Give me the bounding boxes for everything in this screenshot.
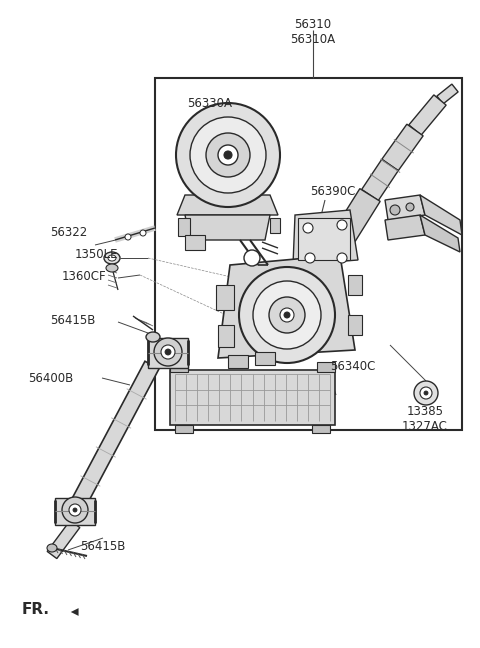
Polygon shape: [322, 230, 354, 265]
Ellipse shape: [108, 255, 116, 261]
Polygon shape: [420, 195, 462, 235]
Ellipse shape: [165, 349, 171, 355]
Polygon shape: [382, 124, 423, 171]
Polygon shape: [47, 520, 80, 559]
Bar: [348, 315, 362, 335]
Text: 13385
1327AC: 13385 1327AC: [402, 405, 448, 433]
Polygon shape: [55, 498, 95, 525]
Bar: [155, 78, 462, 430]
Text: 1360CF: 1360CF: [62, 270, 107, 284]
Polygon shape: [148, 338, 188, 368]
Text: 56330A: 56330A: [187, 97, 232, 110]
Bar: [170, 370, 335, 425]
Ellipse shape: [62, 497, 88, 523]
Bar: [348, 275, 362, 295]
Ellipse shape: [190, 117, 266, 193]
Ellipse shape: [73, 508, 77, 512]
Polygon shape: [335, 189, 380, 241]
Ellipse shape: [161, 345, 175, 359]
Ellipse shape: [146, 332, 160, 342]
Text: 56400B: 56400B: [28, 371, 73, 384]
Ellipse shape: [140, 230, 146, 236]
Ellipse shape: [154, 338, 182, 366]
Polygon shape: [228, 355, 248, 368]
Polygon shape: [385, 195, 425, 220]
Polygon shape: [185, 235, 205, 250]
Ellipse shape: [337, 220, 347, 230]
Ellipse shape: [125, 234, 131, 240]
Bar: [216, 285, 234, 310]
Bar: [298, 218, 350, 260]
Ellipse shape: [424, 391, 428, 395]
Polygon shape: [255, 352, 275, 365]
Polygon shape: [361, 159, 398, 200]
Bar: [178, 218, 190, 236]
Ellipse shape: [47, 544, 57, 552]
Bar: [270, 218, 280, 233]
Text: 56415B: 56415B: [50, 314, 96, 327]
Ellipse shape: [284, 312, 290, 318]
Polygon shape: [420, 215, 460, 252]
Ellipse shape: [206, 133, 250, 177]
Ellipse shape: [69, 504, 81, 516]
Polygon shape: [177, 195, 278, 215]
Ellipse shape: [253, 281, 321, 349]
Ellipse shape: [305, 253, 315, 263]
Text: FR.: FR.: [22, 603, 50, 618]
Ellipse shape: [218, 145, 238, 165]
Bar: [170, 362, 188, 372]
Ellipse shape: [104, 252, 120, 264]
Polygon shape: [185, 215, 270, 240]
Ellipse shape: [176, 103, 280, 207]
Polygon shape: [409, 95, 446, 135]
Text: 56340C: 56340C: [330, 360, 375, 373]
Ellipse shape: [420, 387, 432, 399]
Text: 56390C: 56390C: [310, 185, 355, 198]
Ellipse shape: [106, 264, 118, 272]
Polygon shape: [437, 84, 458, 104]
Ellipse shape: [280, 308, 294, 322]
Text: 56415B: 56415B: [80, 540, 126, 553]
Ellipse shape: [337, 253, 347, 263]
Ellipse shape: [239, 267, 335, 363]
Bar: [317, 362, 335, 372]
Ellipse shape: [224, 151, 232, 159]
Ellipse shape: [406, 203, 414, 211]
Bar: [175, 425, 193, 433]
Polygon shape: [68, 361, 159, 514]
Ellipse shape: [414, 381, 438, 405]
Polygon shape: [218, 255, 355, 358]
Ellipse shape: [303, 223, 313, 233]
Polygon shape: [385, 215, 425, 240]
Ellipse shape: [244, 250, 260, 266]
Text: 56310
56310A: 56310 56310A: [290, 18, 336, 46]
Ellipse shape: [269, 297, 305, 333]
Text: 1350LE: 1350LE: [75, 248, 119, 262]
Polygon shape: [293, 210, 358, 265]
Text: 56322: 56322: [50, 227, 87, 240]
Ellipse shape: [390, 205, 400, 215]
Bar: [218, 325, 234, 347]
Bar: [312, 425, 330, 433]
